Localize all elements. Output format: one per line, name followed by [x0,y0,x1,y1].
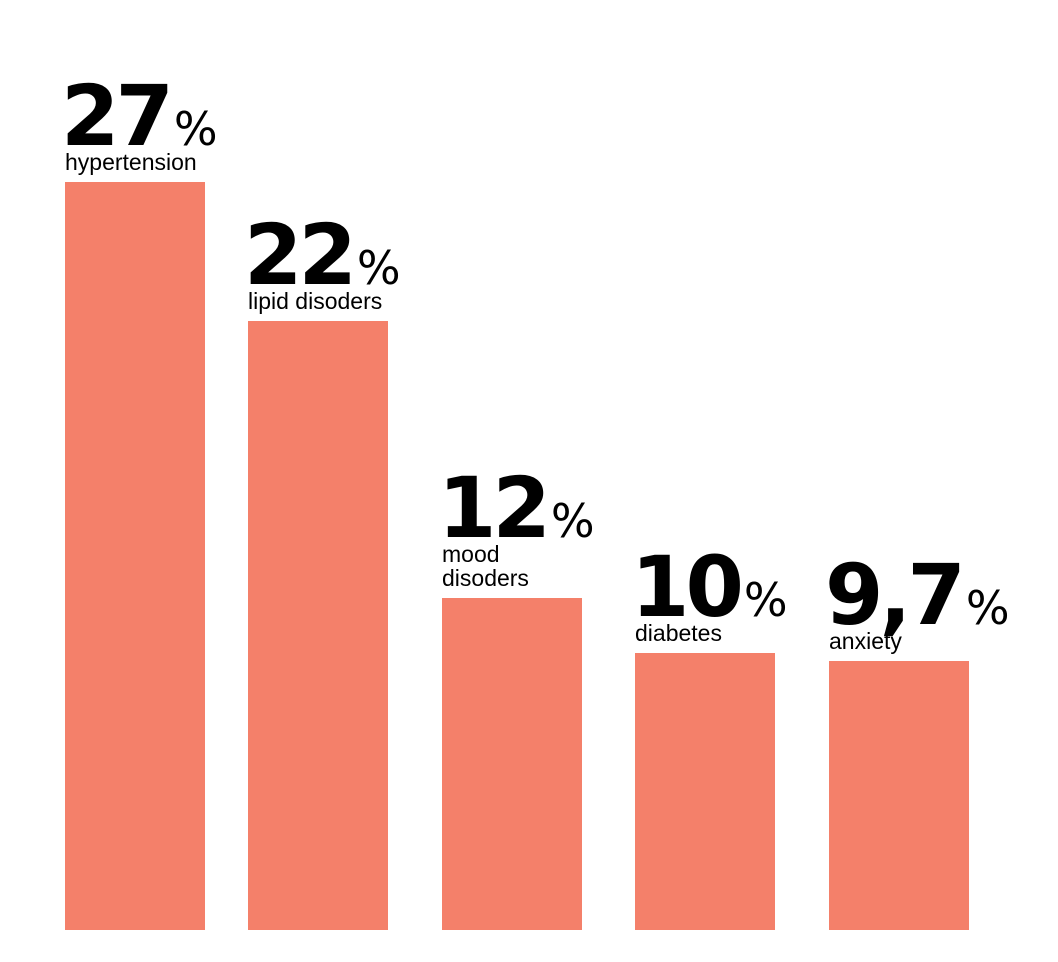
value-number: 10 [631,537,744,636]
percent-sign: % [965,581,1010,636]
value-label: 27% [61,74,218,158]
bar-anxiety [829,661,969,930]
value-label: 10% [631,545,788,629]
value-label: 22% [244,213,401,297]
category-label: mood disoders [442,540,529,591]
bar-hypertension [65,182,205,930]
percent-sign: % [550,493,595,548]
category-label: lipid disoders [248,287,383,314]
value-number: 22 [244,205,357,304]
value-number: 9,7 [825,546,966,645]
category-label: diabetes [635,619,722,646]
bar-diabetes [635,652,775,930]
percent-sign: % [356,240,401,295]
value-label: 9,7% [825,553,1010,637]
bar-lipid-disoders [248,320,388,930]
percent-sign: % [173,102,218,156]
category-label: anxiety [829,628,902,655]
percent-sign: % [743,572,788,627]
bar-mood-disoders [442,597,582,930]
category-label: hypertension [65,149,197,175]
value-label: 12% [438,466,595,550]
value-number: 27 [61,67,174,165]
value-number: 12 [438,458,551,557]
